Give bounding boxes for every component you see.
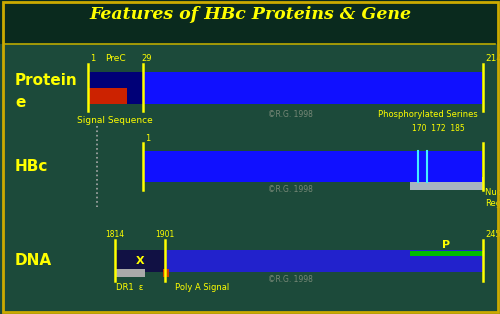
Bar [115, 250, 165, 272]
Text: Signal Sequence: Signal Sequence [77, 116, 153, 125]
Text: 170  172  185: 170 172 185 [412, 124, 465, 133]
Text: DR1  ε: DR1 ε [116, 283, 143, 292]
Text: 1: 1 [90, 54, 95, 63]
Bar [88, 72, 142, 104]
Text: HBc: HBc [15, 159, 48, 174]
Text: ©R.G. 1998: ©R.G. 1998 [268, 110, 312, 119]
Text: 214: 214 [485, 54, 500, 63]
Bar [142, 72, 482, 104]
Text: e: e [15, 95, 26, 110]
Text: 1814: 1814 [106, 230, 124, 239]
Text: Nucleic Acid Binding
Region: Nucleic Acid Binding Region [485, 188, 500, 208]
Text: DNA: DNA [15, 253, 52, 268]
Bar [88, 88, 127, 104]
Text: ©R.G. 1998: ©R.G. 1998 [268, 275, 312, 284]
Bar [165, 250, 482, 272]
Bar [410, 251, 482, 256]
Text: Features of HBc Proteins & Gene: Features of HBc Proteins & Gene [89, 6, 411, 23]
Text: Phosphorylated Serines: Phosphorylated Serines [378, 110, 478, 119]
Text: P: P [442, 240, 450, 250]
Text: ©R.G. 1998: ©R.G. 1998 [268, 185, 312, 194]
Text: X: X [136, 256, 144, 266]
Text: 1901: 1901 [156, 230, 174, 239]
Text: PreC: PreC [104, 54, 126, 63]
Text: 1: 1 [145, 134, 150, 143]
Text: Protein: Protein [15, 73, 78, 88]
Bar [115, 269, 145, 277]
Bar [142, 151, 482, 182]
Bar [0, 0, 500, 44]
Bar [162, 269, 169, 277]
Text: 2455: 2455 [485, 230, 500, 239]
Bar [410, 177, 482, 190]
Text: 29: 29 [142, 54, 152, 63]
Bar [115, 250, 482, 272]
Text: Poly A Signal: Poly A Signal [175, 283, 230, 292]
